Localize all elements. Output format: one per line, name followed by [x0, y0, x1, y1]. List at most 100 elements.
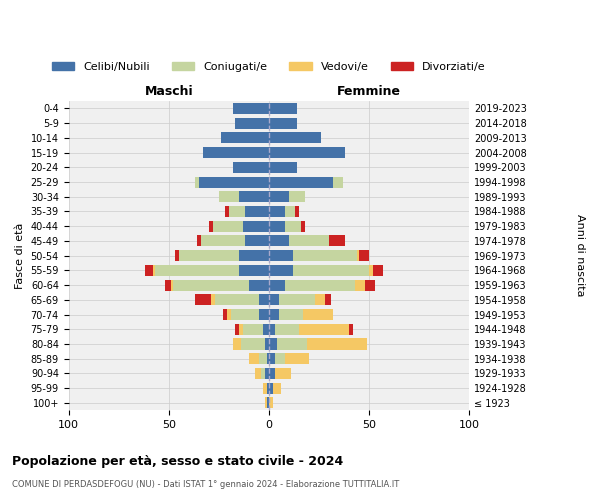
Bar	[357, 250, 359, 261]
Bar	[239, 265, 269, 276]
Bar	[203, 147, 269, 158]
Bar	[269, 236, 289, 246]
Bar	[233, 338, 241, 349]
Text: Femmine: Femmine	[337, 85, 401, 98]
Text: COMUNE DI PERDASDEFOGU (NU) - Dati ISTAT 1° gennaio 2024 - Elaborazione TUTTITAL: COMUNE DI PERDASDEFOGU (NU) - Dati ISTAT…	[12, 480, 399, 489]
Bar	[277, 338, 307, 349]
Bar	[369, 265, 373, 276]
Bar	[365, 280, 375, 290]
Bar	[145, 265, 153, 276]
Text: Popolazione per età, sesso e stato civile - 2024: Popolazione per età, sesso e stato civil…	[12, 455, 343, 468]
Bar	[301, 220, 305, 232]
Bar	[219, 191, 239, 202]
Bar	[263, 324, 269, 335]
Bar	[243, 324, 263, 335]
Bar	[239, 191, 269, 202]
Bar	[175, 250, 179, 261]
Bar	[249, 280, 269, 290]
Bar	[269, 382, 273, 394]
Bar	[355, 280, 365, 290]
Bar	[269, 147, 345, 158]
Bar	[267, 353, 269, 364]
Bar	[315, 294, 325, 306]
Bar	[269, 132, 321, 143]
Bar	[285, 206, 295, 217]
Bar	[245, 206, 269, 217]
Bar	[269, 280, 285, 290]
Bar	[155, 265, 239, 276]
Bar	[303, 309, 333, 320]
Bar	[293, 250, 357, 261]
Bar	[269, 103, 297, 114]
Bar	[265, 368, 269, 379]
Bar	[349, 324, 353, 335]
Bar	[295, 206, 299, 217]
Bar	[267, 382, 269, 394]
Y-axis label: Fasce di età: Fasce di età	[15, 222, 25, 289]
Bar	[269, 265, 293, 276]
Bar	[197, 236, 201, 246]
Bar	[259, 309, 269, 320]
Bar	[289, 236, 329, 246]
Bar	[255, 368, 261, 379]
Bar	[227, 309, 231, 320]
Bar	[269, 338, 277, 349]
Bar	[269, 176, 333, 188]
Bar	[359, 250, 369, 261]
Bar	[173, 280, 249, 290]
Bar	[165, 280, 171, 290]
Bar	[211, 294, 215, 306]
Bar	[269, 368, 275, 379]
Bar	[225, 206, 229, 217]
Bar	[171, 280, 173, 290]
Bar	[263, 382, 267, 394]
Bar	[269, 162, 297, 173]
Bar	[279, 294, 315, 306]
Bar	[273, 382, 281, 394]
Bar	[209, 220, 213, 232]
Bar	[269, 353, 275, 364]
Bar	[285, 220, 301, 232]
Bar	[235, 324, 239, 335]
Bar	[195, 176, 199, 188]
Bar	[373, 265, 383, 276]
Bar	[285, 353, 309, 364]
Legend: Celibi/Nubili, Coniugati/e, Vedovi/e, Divorziati/e: Celibi/Nubili, Coniugati/e, Vedovi/e, Di…	[48, 57, 490, 76]
Bar	[279, 309, 303, 320]
Bar	[275, 324, 299, 335]
Bar	[249, 353, 259, 364]
Bar	[243, 220, 269, 232]
Bar	[269, 324, 275, 335]
Bar	[235, 118, 269, 128]
Bar	[233, 103, 269, 114]
Bar	[269, 191, 289, 202]
Bar	[241, 338, 265, 349]
Bar	[299, 324, 349, 335]
Bar	[333, 176, 343, 188]
Bar	[269, 250, 293, 261]
Bar	[289, 191, 305, 202]
Bar	[201, 236, 245, 246]
Bar	[195, 294, 211, 306]
Bar	[199, 176, 269, 188]
Bar	[245, 236, 269, 246]
Bar	[329, 236, 345, 246]
Bar	[231, 309, 259, 320]
Bar	[325, 294, 331, 306]
Bar	[269, 294, 279, 306]
Text: Maschi: Maschi	[145, 85, 193, 98]
Bar	[259, 294, 269, 306]
Bar	[285, 280, 355, 290]
Bar	[265, 338, 269, 349]
Bar	[293, 265, 369, 276]
Bar	[269, 309, 279, 320]
Bar	[261, 368, 265, 379]
Bar	[267, 398, 269, 408]
Bar	[307, 338, 367, 349]
Bar	[221, 132, 269, 143]
Bar	[275, 353, 285, 364]
Bar	[275, 368, 291, 379]
Bar	[259, 353, 267, 364]
Bar	[239, 250, 269, 261]
Bar	[179, 250, 239, 261]
